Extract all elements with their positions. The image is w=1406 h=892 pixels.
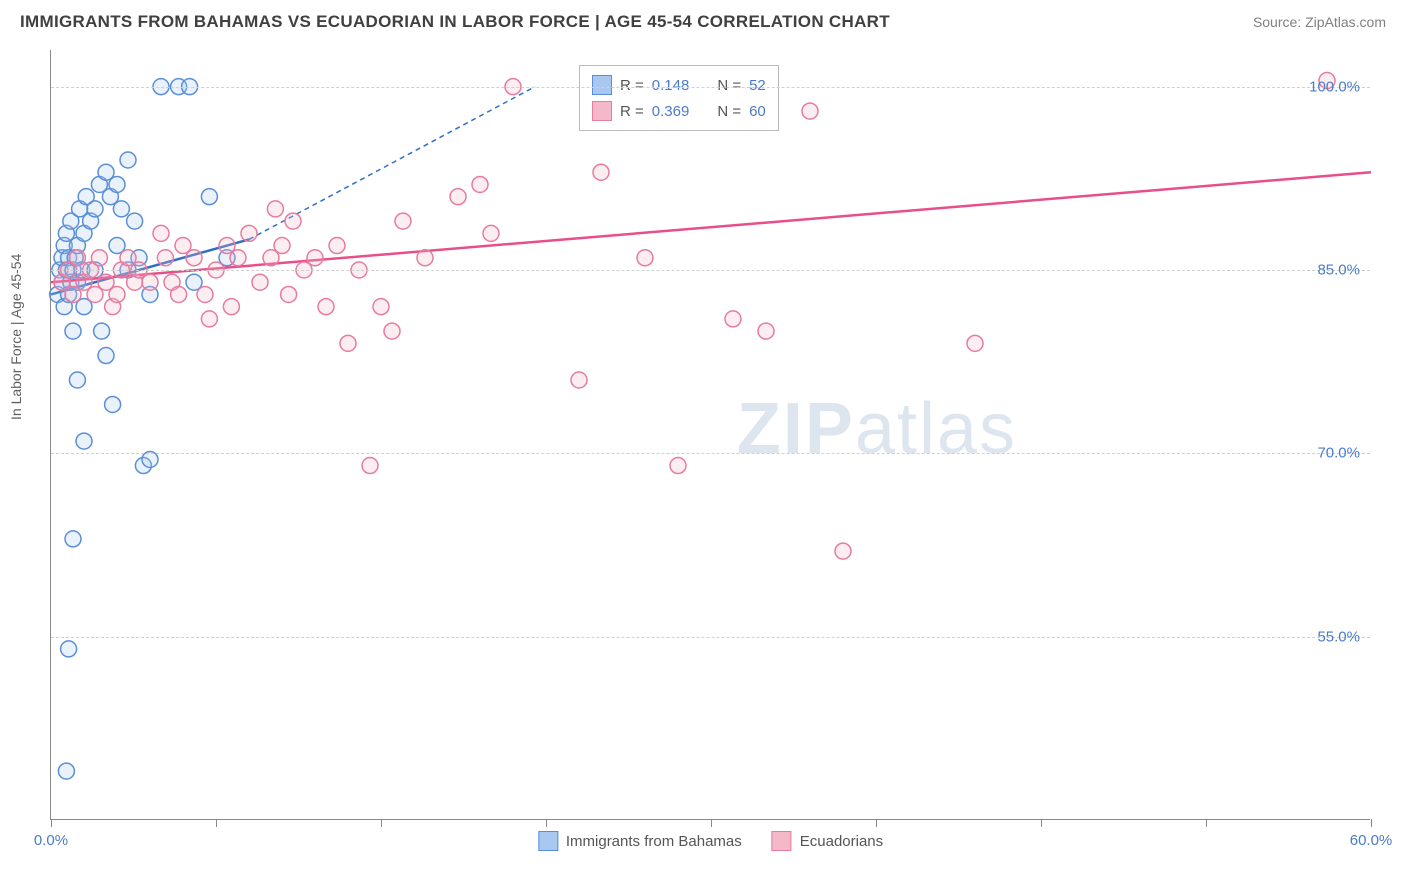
data-point — [967, 335, 983, 351]
data-point — [98, 348, 114, 364]
gridline-h — [51, 87, 1370, 88]
x-tick — [546, 819, 547, 827]
x-tick — [876, 819, 877, 827]
data-point — [670, 458, 686, 474]
data-point — [65, 323, 81, 339]
data-point — [94, 323, 110, 339]
legend-swatch-icon — [592, 101, 612, 121]
x-tick-label: 60.0% — [1350, 832, 1393, 849]
data-point — [395, 213, 411, 229]
y-tick-label: 55.0% — [1317, 628, 1360, 645]
scatter-plot-svg — [51, 50, 1370, 819]
legend-r-label: R = — [620, 77, 644, 94]
data-point — [69, 250, 85, 266]
data-point — [802, 103, 818, 119]
chart-title: IMMIGRANTS FROM BAHAMAS VS ECUADORIAN IN… — [20, 12, 890, 32]
series-legend: Immigrants from Bahamas Ecuadorians — [538, 831, 883, 851]
data-point — [201, 311, 217, 327]
data-point — [87, 201, 103, 217]
legend-r-value: 0.148 — [652, 77, 690, 94]
legend-r-label: R = — [620, 103, 644, 120]
data-point — [113, 201, 129, 217]
data-point — [285, 213, 301, 229]
x-tick — [216, 819, 217, 827]
series-legend-label: Immigrants from Bahamas — [566, 833, 742, 850]
data-point — [109, 286, 125, 302]
data-point — [105, 396, 121, 412]
legend-swatch-icon — [772, 831, 792, 851]
chart-plot-area: ZIPatlas R =0.148N =52R =0.369N =60 Immi… — [50, 50, 1370, 820]
data-point — [281, 286, 297, 302]
data-point — [318, 299, 334, 315]
data-point — [593, 164, 609, 180]
data-point — [91, 250, 107, 266]
data-point — [76, 433, 92, 449]
data-point — [127, 213, 143, 229]
stats-legend-row: R = 0.148 N = 52 — [592, 72, 766, 98]
data-point — [373, 299, 389, 315]
series-legend-label: Ecuadorians — [800, 833, 883, 850]
gridline-h — [51, 270, 1370, 271]
legend-swatch-icon — [592, 75, 612, 95]
data-point — [186, 250, 202, 266]
data-point — [307, 250, 323, 266]
legend-r-value: 0.369 — [652, 103, 690, 120]
data-point — [61, 641, 77, 657]
gridline-h — [51, 637, 1370, 638]
data-point — [274, 238, 290, 254]
data-point — [171, 286, 187, 302]
data-point — [483, 225, 499, 241]
data-point — [65, 531, 81, 547]
chart-source: Source: ZipAtlas.com — [1253, 14, 1386, 30]
data-point — [835, 543, 851, 559]
data-point — [230, 250, 246, 266]
data-point — [120, 152, 136, 168]
x-tick — [1206, 819, 1207, 827]
legend-swatch-icon — [538, 831, 558, 851]
data-point — [450, 189, 466, 205]
legend-n-value: 52 — [749, 77, 766, 94]
data-point — [197, 286, 213, 302]
x-tick — [711, 819, 712, 827]
data-point — [109, 176, 125, 192]
gridline-h — [51, 453, 1370, 454]
data-point — [637, 250, 653, 266]
data-point — [329, 238, 345, 254]
data-point — [142, 274, 158, 290]
stats-legend-row: R = 0.369 N = 60 — [592, 98, 766, 124]
y-tick-label: 100.0% — [1309, 78, 1360, 95]
series-legend-item: Immigrants from Bahamas — [538, 831, 742, 851]
data-point — [571, 372, 587, 388]
y-tick-label: 70.0% — [1317, 445, 1360, 462]
data-point — [340, 335, 356, 351]
x-tick — [51, 819, 52, 827]
data-point — [417, 250, 433, 266]
data-point — [157, 250, 173, 266]
chart-header: IMMIGRANTS FROM BAHAMAS VS ECUADORIAN IN… — [0, 0, 1406, 40]
data-point — [362, 458, 378, 474]
legend-n-value: 60 — [749, 103, 766, 120]
legend-n-label: N = — [717, 77, 741, 94]
data-point — [241, 225, 257, 241]
data-point — [58, 763, 74, 779]
stats-legend-box: R = 0.148 N = 52 R = 0.369 N = 60 — [579, 65, 779, 131]
legend-n-label: N = — [717, 103, 741, 120]
data-point — [758, 323, 774, 339]
x-tick-label: 0.0% — [34, 832, 68, 849]
series-legend-item: Ecuadorians — [772, 831, 883, 851]
x-tick — [381, 819, 382, 827]
x-tick — [1371, 819, 1372, 827]
data-point — [201, 189, 217, 205]
data-point — [725, 311, 741, 327]
data-point — [153, 225, 169, 241]
data-point — [472, 176, 488, 192]
data-point — [252, 274, 268, 290]
y-axis-label: In Labor Force | Age 45-54 — [8, 254, 24, 420]
data-point — [69, 372, 85, 388]
data-point — [223, 299, 239, 315]
data-point — [267, 201, 283, 217]
y-tick-label: 85.0% — [1317, 262, 1360, 279]
data-point — [384, 323, 400, 339]
x-tick — [1041, 819, 1042, 827]
